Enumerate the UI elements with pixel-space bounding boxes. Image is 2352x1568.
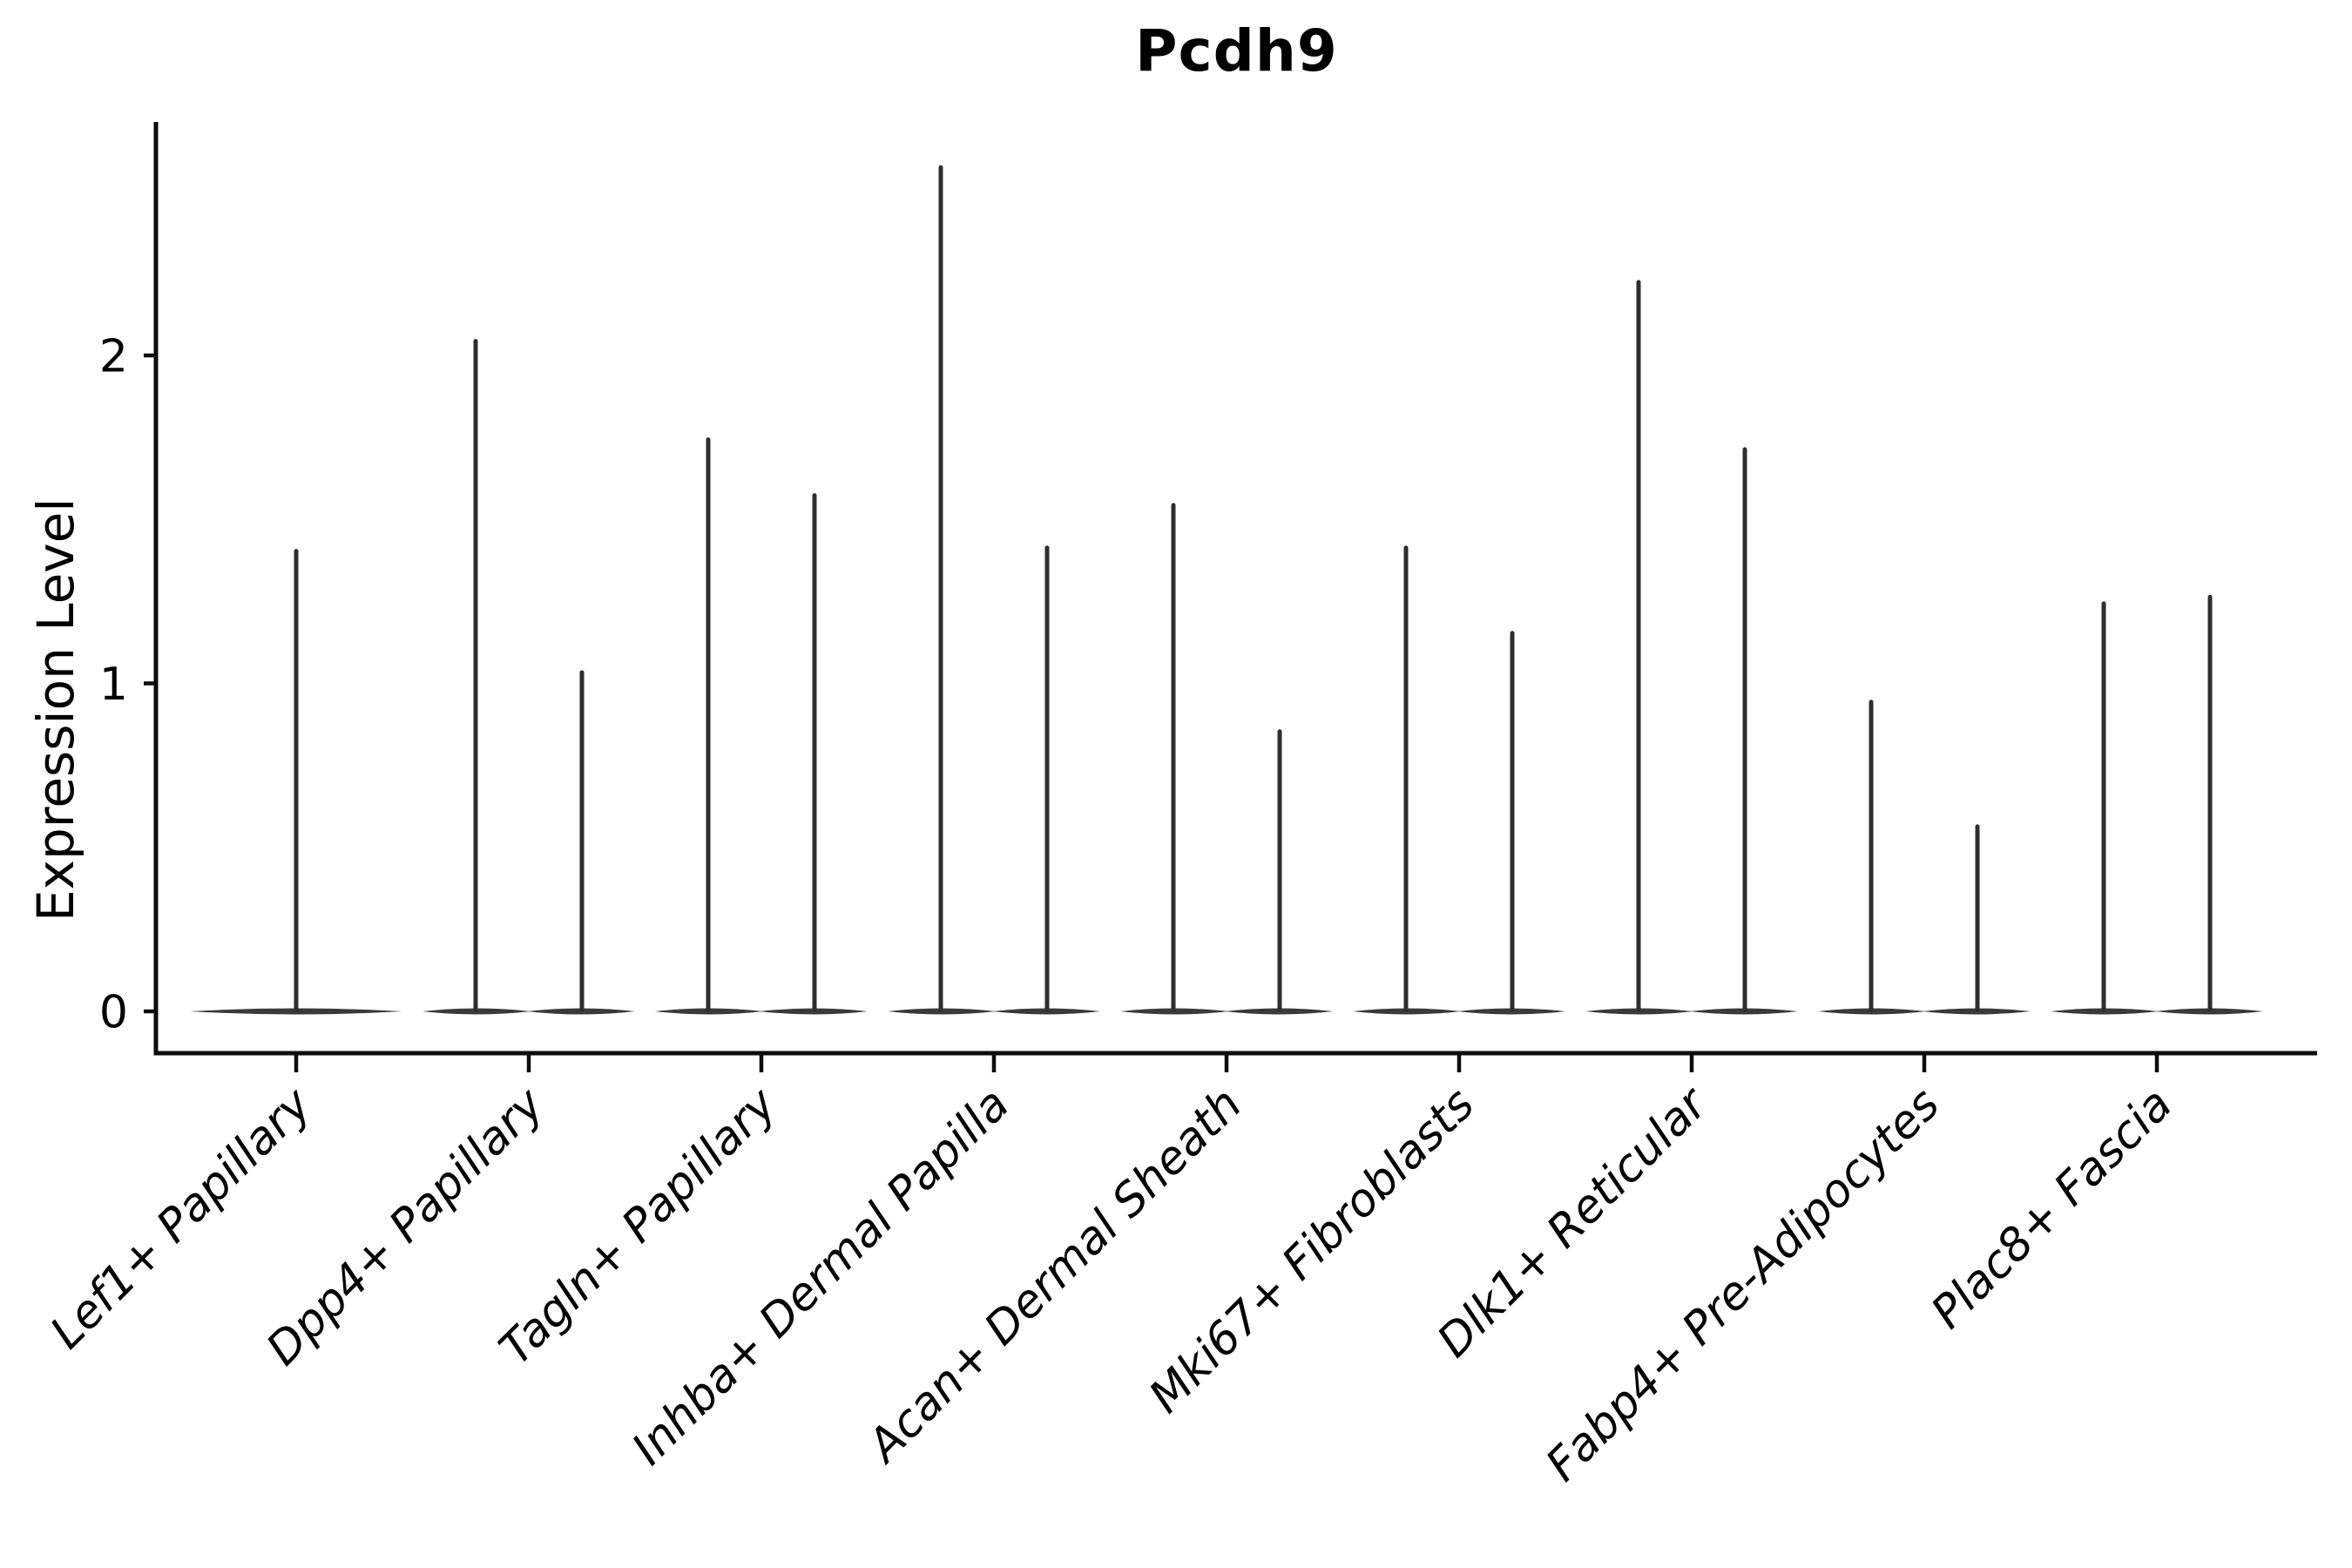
y-tick-label: 1	[99, 659, 128, 711]
x-tick-label: Plac8+ Fascia	[1922, 1078, 2182, 1339]
chart-title: Pcdh9	[1135, 17, 1338, 84]
x-tick-label: Inhba+ Dermal Papilla	[622, 1078, 1019, 1476]
y-tick-label: 2	[99, 331, 128, 383]
y-tick-label: 0	[99, 987, 128, 1039]
x-tick-label: Fabp4+ Pre-Adipocytes	[1537, 1078, 1950, 1492]
x-tick-label: Acan+ Dermal Sheath	[856, 1078, 1252, 1474]
